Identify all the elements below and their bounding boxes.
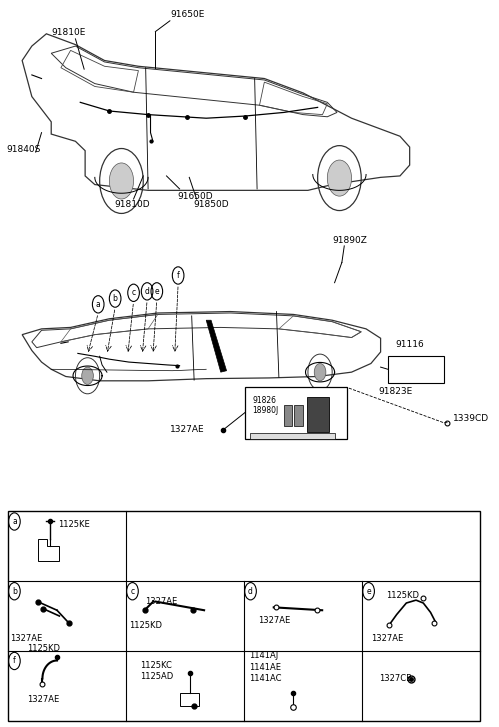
Text: 1125KD: 1125KD bbox=[27, 643, 60, 653]
Text: 1327CB: 1327CB bbox=[379, 674, 412, 683]
Text: 1327AE: 1327AE bbox=[170, 425, 205, 433]
Text: 91850D: 91850D bbox=[193, 201, 229, 209]
Text: 91823E: 91823E bbox=[378, 387, 412, 395]
Text: 1125KE: 1125KE bbox=[58, 520, 90, 529]
Text: 91826: 91826 bbox=[252, 396, 276, 405]
Text: 1327AE: 1327AE bbox=[27, 694, 59, 704]
Text: b: b bbox=[113, 294, 118, 303]
Text: 1327AE: 1327AE bbox=[258, 616, 290, 625]
Text: 1141AC: 1141AC bbox=[249, 675, 281, 683]
Text: a: a bbox=[96, 300, 101, 309]
Bar bbox=[7, 511, 480, 720]
Text: f: f bbox=[177, 271, 180, 280]
Text: e: e bbox=[366, 587, 371, 595]
Bar bbox=[307, 398, 329, 432]
Bar bbox=[388, 356, 444, 383]
Text: 1125KD: 1125KD bbox=[130, 621, 163, 630]
Text: 1327AE: 1327AE bbox=[10, 634, 42, 643]
Text: 1125AD: 1125AD bbox=[140, 672, 174, 680]
Text: 1125KC: 1125KC bbox=[140, 661, 172, 670]
Circle shape bbox=[327, 160, 351, 196]
Text: 91810E: 91810E bbox=[51, 28, 86, 37]
Text: 1339CD: 1339CD bbox=[453, 414, 490, 423]
Circle shape bbox=[314, 364, 326, 381]
Bar bbox=[284, 405, 292, 426]
Text: c: c bbox=[132, 289, 136, 297]
Text: 91116: 91116 bbox=[395, 340, 424, 349]
Text: 18980J: 18980J bbox=[252, 406, 278, 415]
Text: b: b bbox=[12, 587, 17, 595]
Text: 91650E: 91650E bbox=[170, 10, 204, 20]
Text: d: d bbox=[145, 287, 150, 296]
Circle shape bbox=[82, 367, 93, 385]
Polygon shape bbox=[206, 320, 227, 372]
Text: 91810D: 91810D bbox=[114, 201, 150, 209]
Polygon shape bbox=[250, 433, 335, 439]
Bar bbox=[245, 387, 347, 439]
Bar bbox=[294, 405, 303, 426]
Text: a: a bbox=[12, 517, 17, 526]
Text: 1327AE: 1327AE bbox=[372, 634, 404, 643]
Text: 91890Z: 91890Z bbox=[332, 236, 367, 245]
Text: 91840S: 91840S bbox=[6, 145, 41, 154]
Text: d: d bbox=[248, 587, 253, 595]
Text: 1141AE: 1141AE bbox=[249, 663, 280, 672]
Circle shape bbox=[109, 163, 134, 199]
Bar bbox=[180, 693, 199, 706]
Text: 91650D: 91650D bbox=[177, 192, 213, 201]
Text: f: f bbox=[13, 656, 16, 665]
Text: 1125KD: 1125KD bbox=[386, 591, 419, 600]
Text: 1141AJ: 1141AJ bbox=[249, 651, 278, 660]
Text: 1327AE: 1327AE bbox=[145, 598, 177, 606]
Text: c: c bbox=[130, 587, 135, 595]
Text: e: e bbox=[155, 287, 159, 296]
